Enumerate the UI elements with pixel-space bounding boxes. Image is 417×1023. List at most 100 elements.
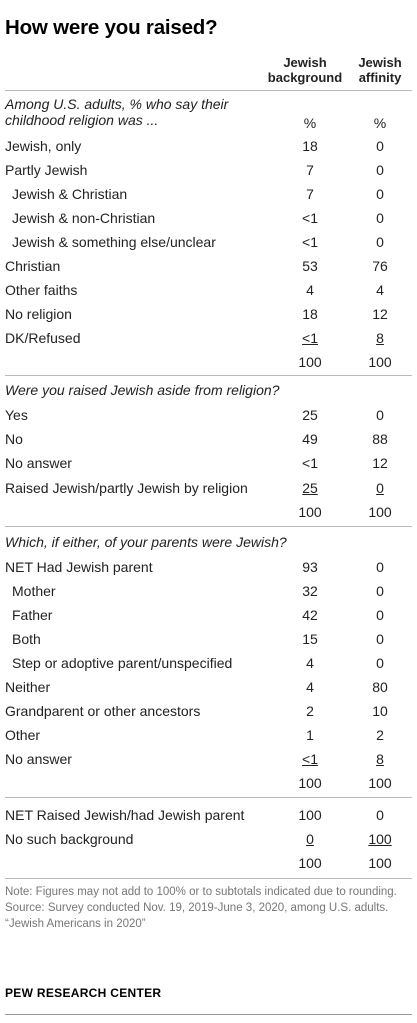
value-jewish-background: <1 (302, 751, 318, 767)
column-header-line: affinity (358, 70, 402, 85)
percent-unit: % (303, 115, 317, 131)
total-jewish-background: 100 (298, 354, 322, 370)
value-jewish-background: 2 (306, 703, 314, 719)
table-row: Yes 25 0 (5, 406, 410, 430)
value-jewish-background: 25 (302, 407, 318, 423)
row-label: NET Had Jewish parent (5, 559, 153, 575)
table-row: Partly Jewish 7 0 (5, 161, 410, 185)
table-row: NET Raised Jewish/had Jewish parent 100 … (5, 806, 410, 830)
value-jewish-affinity: 0 (376, 559, 384, 575)
row-label: Partly Jewish (5, 162, 88, 178)
total-jewish-affinity: 100 (368, 354, 392, 370)
value-jewish-affinity: 76 (372, 258, 388, 274)
value-jewish-background: 32 (302, 583, 318, 599)
value-jewish-affinity: 0 (376, 583, 384, 599)
value-jewish-affinity: 12 (372, 306, 388, 322)
table-row: DK/Refused <1 8 (5, 329, 410, 353)
value-jewish-background: 4 (306, 655, 314, 671)
row-label: Other faiths (5, 282, 78, 298)
value-jewish-affinity: 0 (376, 234, 384, 250)
value-jewish-affinity: 0 (376, 631, 384, 647)
footnotes: Note: Figures may not add to 100% or to … (5, 884, 410, 932)
table-row: Jewish & non-Christian <1 0 (5, 209, 410, 233)
value-jewish-background: <1 (302, 210, 318, 226)
value-jewish-background: 4 (306, 282, 314, 298)
row-label: No (5, 431, 23, 447)
value-jewish-affinity: 12 (372, 455, 388, 471)
table-row: Other faiths 4 4 (5, 281, 410, 305)
percent-unit: % (373, 115, 387, 131)
total-jewish-affinity: 100 (368, 855, 392, 871)
table-row: NET Had Jewish parent 93 0 (5, 558, 410, 582)
total-row: 100 100 (5, 774, 410, 798)
row-label: Other (5, 727, 41, 743)
value-jewish-background: <1 (302, 234, 318, 250)
table-row: Raised Jewish/partly Jewish by religion … (5, 479, 410, 503)
value-jewish-background: 53 (302, 258, 318, 274)
value-jewish-affinity: 0 (376, 407, 384, 423)
row-label: No answer (5, 751, 72, 767)
table-row: No answer <1 8 (5, 750, 410, 774)
table-row: Mother 32 0 (5, 582, 410, 606)
table-row: Jewish, only 18 0 (5, 137, 410, 161)
value-jewish-affinity: 8 (376, 330, 384, 346)
value-jewish-affinity: 4 (376, 282, 384, 298)
divider (5, 797, 412, 798)
page-title: How were you raised? (5, 16, 218, 39)
value-jewish-affinity: 0 (376, 655, 384, 671)
value-jewish-background: 100 (298, 807, 322, 823)
total-row: 100 100 (5, 503, 410, 527)
value-jewish-affinity: 0 (376, 162, 384, 178)
value-jewish-affinity: 0 (376, 186, 384, 202)
row-label: Jewish & Christian (12, 186, 128, 202)
source-text: Source: Survey conducted Nov. 19, 2019-J… (5, 902, 389, 914)
table-row: Neither 4 80 (5, 678, 410, 702)
report-title: “Jewish Americans in 2020” (5, 918, 146, 930)
column-header-line: Jewish (358, 55, 402, 70)
row-label: Raised Jewish/partly Jewish by religion (5, 480, 248, 496)
value-jewish-affinity: 0 (376, 480, 384, 496)
divider (5, 90, 412, 91)
value-jewish-background: 0 (306, 831, 314, 847)
question-parents-jewish: Which, if either, of your parents were J… (5, 534, 287, 550)
table-row: Grandparent or other ancestors 2 10 (5, 702, 410, 726)
total-row: 100 100 (5, 353, 410, 377)
row-label: Jewish & something else/unclear (12, 234, 216, 250)
value-jewish-affinity: 0 (376, 807, 384, 823)
value-jewish-background: 25 (302, 480, 318, 496)
divider (5, 375, 412, 376)
value-jewish-background: 18 (302, 306, 318, 322)
value-jewish-background: 1 (306, 727, 314, 743)
value-jewish-background: 49 (302, 431, 318, 447)
row-label: Christian (5, 258, 61, 274)
question-line: childhood religion was ... (5, 112, 159, 128)
question-line: Among U.S. adults, % who say their (5, 96, 229, 112)
table-row: % % (5, 114, 410, 138)
value-jewish-affinity: 0 (376, 607, 384, 623)
row-label: Grandparent or other ancestors (5, 703, 201, 719)
row-label: Step or adoptive parent/unspecified (12, 655, 233, 671)
table-row: No religion 18 12 (5, 305, 410, 329)
value-jewish-background: 93 (302, 559, 318, 575)
total-jewish-affinity: 100 (368, 504, 392, 520)
column-header-line: Jewish (283, 55, 327, 70)
source-label: PEW RESEARCH CENTER (5, 986, 162, 1000)
row-label: No answer (5, 455, 72, 471)
row-label: Neither (5, 679, 51, 695)
row-label: Jewish & non-Christian (12, 210, 156, 226)
value-jewish-background: <1 (302, 330, 318, 346)
row-label: NET Raised Jewish/had Jewish parent (5, 807, 245, 823)
row-label: Mother (12, 583, 56, 599)
column-header-line: background (267, 70, 343, 85)
value-jewish-affinity: 100 (368, 831, 392, 847)
row-label: Yes (5, 407, 28, 423)
column-header-jewish-affinity: Jewish affinity (350, 55, 410, 85)
column-header-jewish-background: Jewish background (265, 55, 345, 85)
divider (5, 526, 412, 527)
table-row: Jewish & something else/unclear <1 0 (5, 233, 410, 257)
value-jewish-affinity: 88 (372, 431, 388, 447)
divider (5, 878, 412, 879)
value-jewish-affinity: 8 (376, 751, 384, 767)
value-jewish-background: 7 (306, 186, 314, 202)
table-row: Other 1 2 (5, 726, 410, 750)
